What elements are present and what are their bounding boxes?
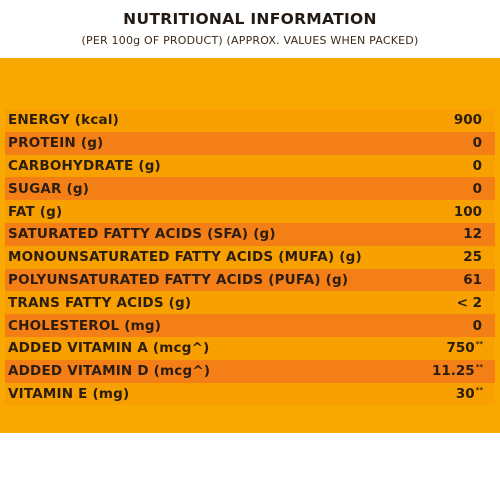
row-value: 12 [463, 226, 482, 243]
panel-title: NUTRITIONAL INFORMATION [123, 10, 377, 28]
nutrition-table: ENERGY (kcal) 900 PROTEIN (g) 0 CARBOHYD… [0, 109, 500, 406]
row-label: POLYUNSATURATED FATTY ACIDS (PUFA) (g) [8, 271, 349, 288]
row-label: CARBOHYDRATE (g) [8, 157, 161, 174]
table-row: VITAMIN E (mg) 30** [5, 382, 495, 406]
table-row: CHOLESTEROL (mg) 0 [5, 314, 495, 337]
table-row: MONOUNSATURATED FATTY ACIDS (MUFA) (g) 2… [5, 245, 495, 269]
row-label: ENERGY (kcal) [8, 112, 120, 129]
row-value: 100 [453, 203, 482, 220]
row-value: < 2 [456, 294, 482, 311]
row-label: ADDED VITAMIN A (mcg^) [8, 340, 210, 357]
row-value: 25 [463, 249, 482, 266]
row-label: CHOLESTEROL (mg) [8, 317, 162, 334]
table-row: ENERGY (kcal) 900 [5, 109, 495, 132]
row-value: 30** [455, 385, 483, 402]
row-label: ADDED VITAMIN D (mcg^) [8, 363, 211, 380]
row-label: SATURATED FATTY ACIDS (SFA) (g) [8, 226, 276, 243]
row-value: 0 [472, 317, 482, 334]
table-row: SATURATED FATTY ACIDS (SFA) (g) 12 [5, 222, 495, 246]
row-label: TRANS FATTY ACIDS (g) [8, 294, 192, 311]
row-value: 900 [453, 112, 482, 129]
table-row: SUGAR (g) 0 [5, 177, 495, 201]
table-row: PROTEIN (g) 0 [5, 131, 495, 155]
table-row: CARBOHYDRATE (g) 0 [5, 154, 495, 178]
row-value: 0 [472, 157, 482, 174]
row-label: FAT (g) [8, 203, 63, 220]
row-value: 11.25** [431, 363, 483, 380]
row-value: 61 [463, 271, 482, 288]
table-row: TRANS FATTY ACIDS (g) < 2 [5, 291, 495, 315]
row-label: PROTEIN (g) [8, 135, 104, 152]
panel-subtitle: (PER 100g OF PRODUCT) (APPROX. VALUES WH… [81, 34, 419, 47]
row-value: 0 [472, 180, 482, 197]
table-row: POLYUNSATURATED FATTY ACIDS (PUFA) (g) 6… [5, 268, 495, 292]
row-value: 0 [472, 135, 482, 152]
table-row: ADDED VITAMIN A (mcg^) 750** [5, 336, 495, 360]
row-value: 750** [446, 340, 483, 357]
table-row: FAT (g) 100 [5, 200, 495, 223]
row-label: MONOUNSATURATED FATTY ACIDS (MUFA) (g) [8, 249, 362, 266]
row-label: SUGAR (g) [8, 180, 90, 197]
table-row: ADDED VITAMIN D (mcg^) 11.25** [5, 359, 495, 383]
row-label: VITAMIN E (mg) [8, 385, 130, 402]
